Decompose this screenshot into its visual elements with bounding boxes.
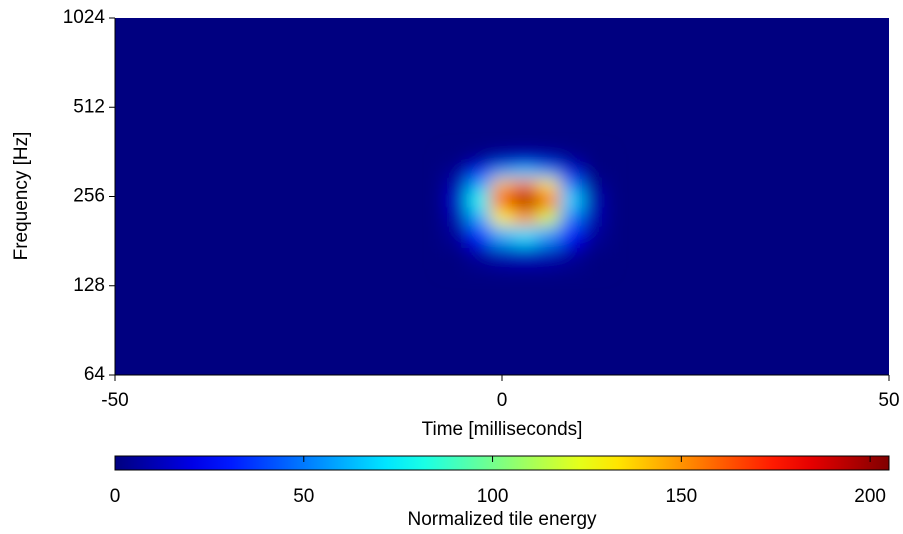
y-tick-label: 256 <box>73 186 105 207</box>
colorbar-label: Normalized tile energy <box>407 509 597 530</box>
heat-cell <box>513 245 538 269</box>
heat-cell <box>490 192 515 209</box>
heat-cell <box>513 165 538 179</box>
heat-cell <box>583 225 607 247</box>
heat-cell <box>536 207 561 226</box>
colorbar-tick-label: 100 <box>477 486 509 507</box>
heat-cell <box>583 245 607 269</box>
y-tick-label: 64 <box>84 364 106 385</box>
colorbar-tick-label: 50 <box>293 486 314 507</box>
heat-cell <box>443 225 468 247</box>
axes: -50 0 50 64 128 256 512 1024 <box>63 7 900 411</box>
heat-cell <box>583 207 607 226</box>
x-tick-label: 0 <box>497 390 508 411</box>
heat-cell <box>583 178 607 193</box>
heat-cell <box>536 178 561 193</box>
heat-cell <box>560 207 584 226</box>
heat-cell <box>490 154 515 167</box>
y-tick-label: 128 <box>73 275 105 296</box>
heat-cell <box>443 245 468 269</box>
x-axis-label: Time [milliseconds] <box>422 419 583 440</box>
x-tick-label: -50 <box>101 390 128 411</box>
heat-cell <box>490 165 515 179</box>
heat-cell <box>560 154 584 167</box>
heat-cell <box>536 245 561 269</box>
heat-cell <box>536 192 561 209</box>
heat-cell <box>467 165 491 179</box>
heat-cell <box>583 192 607 209</box>
colorbar-tick-label: 150 <box>665 486 697 507</box>
heat-cell <box>443 207 468 226</box>
heat-cell <box>513 192 538 209</box>
colorbar-tick-label: 200 <box>854 486 886 507</box>
heat-cell <box>443 154 468 167</box>
y-tick-label: 512 <box>73 96 105 117</box>
heat-cell <box>536 154 561 167</box>
heat-cell <box>490 225 515 247</box>
y-axis-label: Frequency [Hz] <box>11 132 32 261</box>
heat-cell <box>560 178 584 193</box>
heat-cell <box>560 245 584 269</box>
heat-cell <box>467 154 491 167</box>
heat-cell <box>536 225 561 247</box>
colorbar <box>114 455 890 471</box>
heat-cell <box>583 165 607 179</box>
heat-cell <box>536 165 561 179</box>
heat-cell <box>467 225 491 247</box>
heat-cell <box>467 245 491 269</box>
x-tick-label: 50 <box>878 390 899 411</box>
heat-cell <box>513 225 538 247</box>
heat-cell <box>560 225 584 247</box>
heat-cell <box>583 154 607 167</box>
heat-cell <box>443 165 468 179</box>
heat-cell <box>490 178 515 193</box>
colorbar-tick-label: 0 <box>110 486 121 507</box>
heat-cell <box>490 207 515 226</box>
heat-cell <box>560 165 584 179</box>
heat-cell <box>467 207 491 226</box>
heat-cell <box>513 178 538 193</box>
heat-cell <box>467 192 491 209</box>
heatmap <box>443 154 607 269</box>
heat-cell <box>513 154 538 167</box>
heat-cell <box>443 178 468 193</box>
y-tick-label: 1024 <box>63 7 106 28</box>
heat-cell <box>490 245 515 269</box>
heat-cell <box>513 207 538 226</box>
heat-cell <box>443 192 468 209</box>
heat-cell <box>560 192 584 209</box>
heat-cell <box>467 178 491 193</box>
